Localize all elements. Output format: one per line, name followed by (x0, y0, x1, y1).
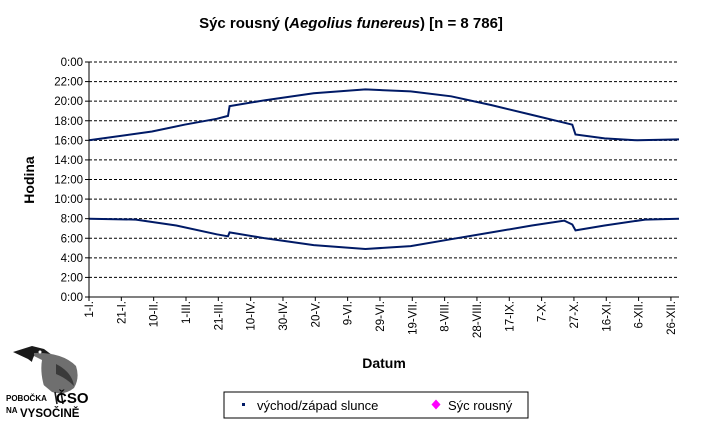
chart-title: Sýc rousný (Aegolius funereus) [n = 8 78… (199, 15, 503, 32)
x-tick-label: 8-VIII. (440, 301, 452, 332)
y-tick-label: 8:00 (61, 214, 83, 226)
grid-lines (89, 61, 679, 278)
y-tick-label: 22:00 (54, 77, 83, 89)
y-tick-label: 6:00 (61, 233, 83, 245)
x-tick-label: 29-VI. (375, 301, 387, 332)
legend-sun-label: východ/západ slunce (257, 398, 378, 413)
x-tick-label: 10-IV. (246, 301, 258, 331)
x-tick-label: 30-IV. (278, 301, 290, 331)
logo-text-pobocka: POBOČKA (6, 394, 47, 403)
y-tick-label: 2:00 (61, 272, 83, 284)
y-axis-title: Hodina (21, 156, 37, 204)
logo-text-na: NA (6, 406, 18, 415)
x-tick-label: 10-II. (149, 301, 161, 327)
y-tick-label: 16:00 (54, 135, 83, 147)
legend: východ/západ slunce Sýc rousný (223, 391, 529, 419)
x-tick-label: 17-IX. (504, 301, 516, 332)
y-tick-label: 4:00 (61, 253, 83, 265)
sun-curves (88, 88, 680, 251)
y-tick-label: 0:00 (61, 292, 83, 304)
sunrise-curve (88, 217, 680, 251)
logo-text-vysocine: VYSOČINĚ (20, 407, 80, 420)
bird-icon (13, 346, 78, 405)
x-tick-label: 19-VII. (407, 301, 419, 335)
x-axis-title: Datum (362, 355, 406, 371)
cso-logo: POBOČKA ČSO NA VYSOČINĚ (6, 346, 89, 420)
y-tick-label: 14:00 (54, 155, 83, 167)
x-tick-label: 1-III. (181, 301, 193, 324)
y-tick-label: 18:00 (54, 116, 83, 128)
legend-sun-marker (242, 403, 245, 406)
sunset-curve (88, 88, 680, 142)
x-tick-label: 26-XII. (666, 301, 678, 335)
x-tick-label: 9-VI. (343, 301, 355, 325)
legend-owl-marker (431, 399, 441, 410)
legend-box (223, 391, 529, 419)
x-tick-label: 16-XI. (601, 301, 613, 332)
x-tick-label: 7-X. (537, 301, 549, 322)
y-axis-ticks: 0:00 2:00 4:00 6:00 8:00 10:00 12:00 14:00 16:00… (54, 57, 89, 304)
x-tick-label: 28-VIII. (472, 301, 484, 338)
x-tick-label: 1-I. (84, 301, 96, 318)
x-tick-label: 20-V. (310, 301, 322, 327)
x-axis-ticks: 1-I. 21-I. 10-II. 1-III. 21-III. 10-IV. 30-IV.… (84, 297, 678, 338)
owl-points (163, 0, 615, 294)
y-tick-label: 0:00 (61, 57, 83, 69)
x-tick-label: 21-I. (116, 301, 128, 324)
y-tick-label: 10:00 (54, 194, 83, 206)
x-tick-label: 21-III. (213, 301, 225, 330)
logo-text-cso: ČSO (56, 389, 89, 407)
y-tick-label: 12:00 (54, 175, 83, 187)
legend-owl-label: Sýc rousný (448, 398, 513, 413)
x-tick-label: 6-XII. (634, 301, 646, 328)
x-tick-label: 27-X. (569, 301, 581, 329)
y-tick-label: 20:00 (54, 96, 83, 108)
